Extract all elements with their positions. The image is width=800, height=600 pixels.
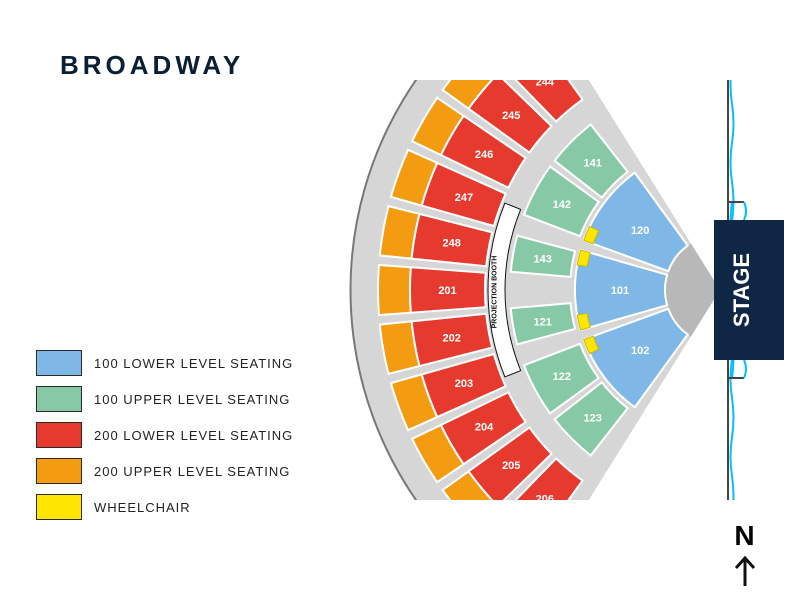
legend-label: 200 LOWER LEVEL SEATING bbox=[94, 428, 293, 443]
svg-text:204: 204 bbox=[475, 421, 494, 433]
svg-text:101: 101 bbox=[611, 285, 629, 297]
svg-text:245: 245 bbox=[502, 110, 520, 122]
svg-text:PROJECTION BOOTH: PROJECTION BOOTH bbox=[492, 256, 499, 329]
svg-text:121: 121 bbox=[534, 316, 552, 328]
legend-swatch bbox=[36, 458, 82, 484]
svg-text:206: 206 bbox=[536, 494, 554, 500]
svg-text:141: 141 bbox=[584, 158, 602, 170]
svg-text:203: 203 bbox=[455, 378, 473, 390]
svg-text:102: 102 bbox=[631, 345, 649, 357]
svg-text:205: 205 bbox=[502, 460, 520, 472]
svg-text:120: 120 bbox=[631, 225, 649, 237]
legend-label: 100 UPPER LEVEL SEATING bbox=[94, 392, 290, 407]
legend-swatch bbox=[36, 350, 82, 376]
seating-chart: 102 101 120 123 122 121 143 142 141 PROJECTION BO… bbox=[280, 80, 790, 505]
legend-row: 100 LOWER LEVEL SEATING bbox=[36, 350, 293, 376]
legend-row: 200 LOWER LEVEL SEATING bbox=[36, 422, 293, 448]
svg-text:247: 247 bbox=[455, 192, 473, 204]
svg-text:201: 201 bbox=[438, 285, 456, 297]
seating-chart-svg: 102 101 120 123 122 121 143 142 141 PROJECTION BO… bbox=[280, 80, 790, 500]
legend-row: 200 UPPER LEVEL SEATING bbox=[36, 458, 293, 484]
svg-text:142: 142 bbox=[553, 199, 571, 211]
legend-label: WHEELCHAIR bbox=[94, 500, 191, 515]
svg-text:122: 122 bbox=[553, 371, 571, 383]
svg-text:246: 246 bbox=[475, 149, 493, 161]
svg-text:123: 123 bbox=[584, 412, 602, 424]
svg-text:244: 244 bbox=[536, 80, 555, 88]
page-title: BROADWAY bbox=[60, 50, 244, 81]
legend-swatch bbox=[36, 422, 82, 448]
svg-text:202: 202 bbox=[442, 332, 460, 344]
svg-text:STAGE: STAGE bbox=[729, 253, 754, 327]
legend-label: 200 UPPER LEVEL SEATING bbox=[94, 464, 290, 479]
legend-swatch bbox=[36, 494, 82, 520]
legend-row: 100 UPPER LEVEL SEATING bbox=[36, 386, 293, 412]
legend-row: WHEELCHAIR bbox=[36, 494, 293, 520]
legend-swatch bbox=[36, 386, 82, 412]
compass-north: N bbox=[730, 520, 760, 593]
legend-label: 100 LOWER LEVEL SEATING bbox=[94, 356, 293, 371]
compass-label: N bbox=[730, 520, 760, 552]
svg-text:248: 248 bbox=[442, 238, 460, 250]
compass-arrow-icon bbox=[730, 552, 760, 588]
svg-text:143: 143 bbox=[534, 254, 552, 266]
legend: 100 LOWER LEVEL SEATING 100 UPPER LEVEL S… bbox=[36, 350, 293, 530]
